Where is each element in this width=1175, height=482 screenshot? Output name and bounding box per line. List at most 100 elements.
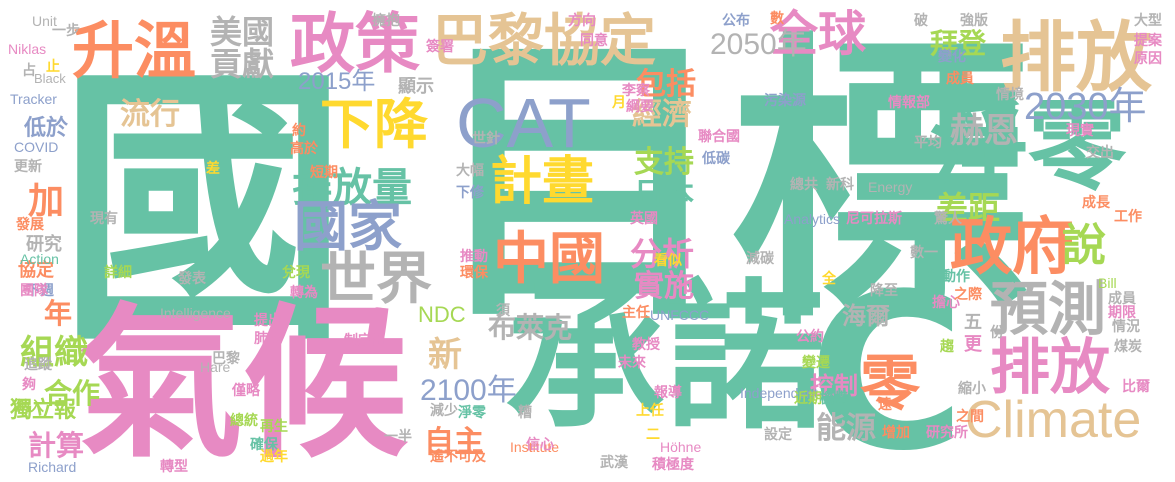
word: 遙不可及 — [430, 449, 486, 465]
word: 零 — [860, 349, 920, 419]
word: 份 — [990, 325, 1004, 341]
word: 國家 — [294, 195, 402, 258]
word: 升溫 — [72, 14, 197, 87]
word: Energy — [868, 179, 913, 195]
word: 年 — [44, 297, 73, 330]
word: 政府 — [950, 210, 1075, 283]
word: 詳細 — [104, 265, 132, 281]
word: Action — [20, 251, 59, 267]
word: 低碳 — [702, 151, 730, 167]
word: 國 — [58, 42, 348, 379]
word: 教授 — [632, 337, 660, 353]
word: 一步 — [52, 23, 80, 39]
word: 月 — [612, 95, 626, 111]
word: 布萊克 — [488, 311, 573, 344]
word: Tracker — [10, 91, 57, 107]
word: 計畫 — [490, 152, 595, 212]
word: 未來 — [618, 355, 646, 371]
word: 轉為 — [290, 285, 318, 301]
word: 報導 — [654, 385, 682, 401]
word: 縮小 — [958, 381, 986, 397]
word: 成長 — [1082, 195, 1110, 211]
word: 糟 — [518, 405, 532, 421]
word: 推動 — [460, 249, 488, 265]
word: Hare — [200, 359, 231, 375]
word: 強版 — [960, 13, 988, 29]
word: 須 — [496, 303, 510, 319]
word: 擁抱 — [372, 13, 400, 29]
word: Unit — [32, 13, 57, 29]
word: 煤炭 — [1114, 339, 1142, 355]
word: 數 — [770, 11, 784, 27]
word: 2100年 — [420, 374, 517, 407]
word: 計算 — [28, 429, 85, 462]
word: 一半 — [384, 429, 412, 445]
word: 高於 — [290, 141, 318, 157]
word: 中國 — [493, 227, 605, 292]
word: 分析 — [630, 235, 695, 273]
word: 公約 — [796, 329, 824, 345]
word: COVID — [14, 139, 59, 155]
word: 日本 — [634, 177, 694, 212]
word: 尼可拉斯 — [846, 211, 902, 227]
word: 研究所 — [926, 425, 968, 441]
word: 聯合國 — [698, 129, 740, 145]
word: 總統 — [230, 413, 258, 429]
word: 積極度 — [652, 457, 694, 473]
word: 包括 — [636, 67, 696, 102]
word: 期限 — [1108, 305, 1136, 321]
word: 之間 — [956, 409, 984, 425]
word: 污染源 — [764, 93, 806, 109]
word: Climate — [965, 391, 1142, 449]
word: 行動作 — [928, 269, 970, 285]
word: 預測 — [990, 275, 1107, 343]
word: 現有 — [90, 211, 118, 227]
word: 機構 — [820, 391, 848, 407]
word: 止 — [46, 59, 60, 75]
word: 美國 — [210, 13, 275, 51]
word: Bill — [1098, 275, 1117, 291]
word: 變遷 — [802, 355, 830, 371]
word: 支持 — [634, 145, 694, 180]
word: 同意 — [580, 33, 608, 49]
word: 平均 — [914, 135, 942, 151]
word: 政策 — [290, 7, 421, 82]
word: 信心 — [526, 437, 554, 453]
word: 成員 — [1108, 291, 1136, 307]
word: 情報部 — [888, 95, 930, 111]
word: 轉型 — [160, 459, 188, 475]
word: 控制 — [810, 372, 858, 400]
word: Analytics — [784, 211, 841, 227]
word: 兌現 — [282, 265, 310, 281]
word: 簽署 — [426, 39, 454, 55]
word: 看似 — [654, 253, 682, 269]
word: 減少 — [430, 403, 458, 419]
word: 近期 — [794, 391, 822, 407]
word: Richard — [28, 459, 77, 475]
word: 情況 — [1112, 319, 1140, 335]
word: 僅略 — [232, 383, 260, 399]
word: 上任 — [636, 403, 664, 419]
word: 經濟 — [632, 97, 692, 132]
word: 協定 — [18, 260, 54, 281]
word: 貢獻 — [210, 45, 275, 83]
word: 更 — [964, 334, 982, 355]
word: 降至 — [870, 283, 898, 299]
word: 夠 — [22, 377, 36, 393]
word: 主任 — [622, 305, 650, 321]
word: CAT — [456, 84, 591, 162]
word: 驚人 — [934, 211, 962, 227]
word: Institute — [510, 439, 560, 455]
word: 英國 — [630, 211, 658, 227]
word: 短期 — [310, 165, 338, 181]
word: 2030年 — [1024, 86, 1147, 128]
word: 環保 — [460, 265, 488, 281]
word: 2015年 — [298, 68, 376, 95]
word: 成員 — [946, 71, 974, 87]
word: 遠 — [878, 397, 892, 413]
word: 新 — [428, 335, 462, 375]
word: 之際 — [954, 287, 982, 303]
word: 數一 — [910, 245, 938, 261]
word: 下修 — [456, 185, 484, 201]
